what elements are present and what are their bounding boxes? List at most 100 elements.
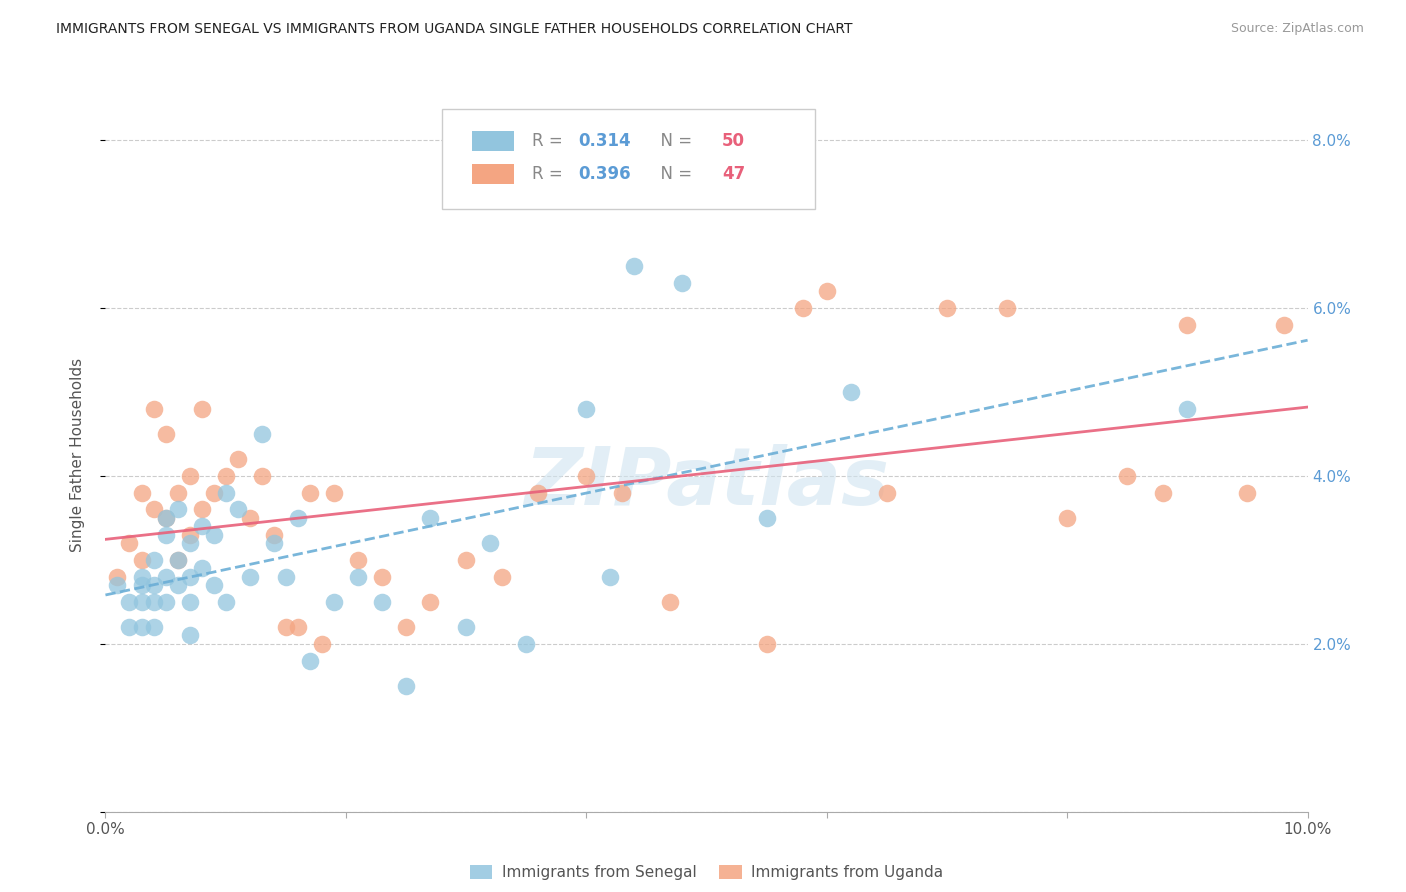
Point	[190, 561, 212, 575]
Point	[755, 511, 778, 525]
Point	[298, 654, 321, 668]
Text: ZIPatlas: ZIPatlas	[524, 444, 889, 523]
Point	[671, 276, 693, 290]
Point	[936, 301, 959, 315]
Text: IMMIGRANTS FROM SENEGAL VS IMMIGRANTS FROM UGANDA SINGLE FATHER HOUSEHOLDS CORRE: IMMIGRANTS FROM SENEGAL VS IMMIGRANTS FR…	[56, 22, 853, 37]
Point	[142, 578, 165, 592]
Point	[755, 637, 778, 651]
Point	[202, 578, 225, 592]
Point	[239, 511, 262, 525]
Point	[155, 569, 177, 583]
Point	[179, 469, 201, 483]
Point	[347, 569, 370, 583]
Point	[1272, 318, 1295, 332]
Point	[179, 569, 201, 583]
Point	[287, 620, 309, 634]
Point	[118, 536, 141, 550]
Point	[142, 620, 165, 634]
Point	[131, 595, 153, 609]
Point	[1152, 485, 1174, 500]
Point	[815, 284, 838, 298]
Point	[155, 426, 177, 441]
Point	[155, 595, 177, 609]
Point	[876, 485, 898, 500]
Point	[371, 595, 394, 609]
Text: 0.314: 0.314	[578, 132, 630, 150]
Text: N =: N =	[650, 132, 697, 150]
Text: 0.396: 0.396	[578, 166, 630, 184]
Point	[155, 527, 177, 541]
Text: 50: 50	[723, 132, 745, 150]
Point	[202, 527, 225, 541]
Text: R =: R =	[533, 132, 568, 150]
Point	[395, 620, 418, 634]
Point	[107, 578, 129, 592]
Point	[131, 485, 153, 500]
FancyBboxPatch shape	[472, 164, 515, 185]
Point	[190, 502, 212, 516]
Point	[419, 595, 441, 609]
Point	[179, 595, 201, 609]
Point	[131, 620, 153, 634]
Point	[419, 511, 441, 525]
Point	[575, 469, 598, 483]
Point	[131, 569, 153, 583]
Point	[131, 553, 153, 567]
Point	[479, 536, 502, 550]
Point	[250, 469, 273, 483]
Point	[239, 569, 262, 583]
Text: R =: R =	[533, 166, 568, 184]
Point	[214, 469, 236, 483]
Point	[250, 426, 273, 441]
Point	[1236, 485, 1258, 500]
Point	[166, 553, 188, 567]
Point	[659, 595, 682, 609]
Point	[792, 301, 814, 315]
Point	[142, 502, 165, 516]
Point	[179, 628, 201, 642]
Point	[454, 620, 477, 634]
Point	[214, 485, 236, 500]
Point	[839, 384, 862, 399]
FancyBboxPatch shape	[472, 131, 515, 151]
Point	[274, 620, 297, 634]
FancyBboxPatch shape	[441, 109, 814, 209]
Point	[166, 553, 188, 567]
Text: N =: N =	[650, 166, 697, 184]
Point	[1056, 511, 1078, 525]
Point	[118, 595, 141, 609]
Point	[298, 485, 321, 500]
Point	[142, 595, 165, 609]
Point	[347, 553, 370, 567]
Point	[179, 527, 201, 541]
Point	[190, 519, 212, 533]
Point	[142, 401, 165, 416]
Point	[575, 401, 598, 416]
Point	[166, 485, 188, 500]
Legend: Immigrants from Senegal, Immigrants from Uganda: Immigrants from Senegal, Immigrants from…	[464, 858, 949, 886]
Point	[142, 553, 165, 567]
Point	[131, 578, 153, 592]
Point	[322, 595, 344, 609]
Point	[322, 485, 344, 500]
Point	[263, 527, 285, 541]
Point	[226, 502, 249, 516]
Point	[515, 637, 537, 651]
Point	[623, 259, 645, 273]
Y-axis label: Single Father Households: Single Father Households	[70, 358, 84, 552]
Point	[179, 536, 201, 550]
Point	[454, 553, 477, 567]
Point	[995, 301, 1018, 315]
Point	[1175, 318, 1198, 332]
Point	[155, 511, 177, 525]
Point	[274, 569, 297, 583]
Point	[214, 595, 236, 609]
Point	[190, 401, 212, 416]
Text: Source: ZipAtlas.com: Source: ZipAtlas.com	[1230, 22, 1364, 36]
Point	[527, 485, 550, 500]
Point	[612, 485, 634, 500]
Point	[166, 578, 188, 592]
Point	[491, 569, 513, 583]
Point	[311, 637, 333, 651]
Point	[287, 511, 309, 525]
